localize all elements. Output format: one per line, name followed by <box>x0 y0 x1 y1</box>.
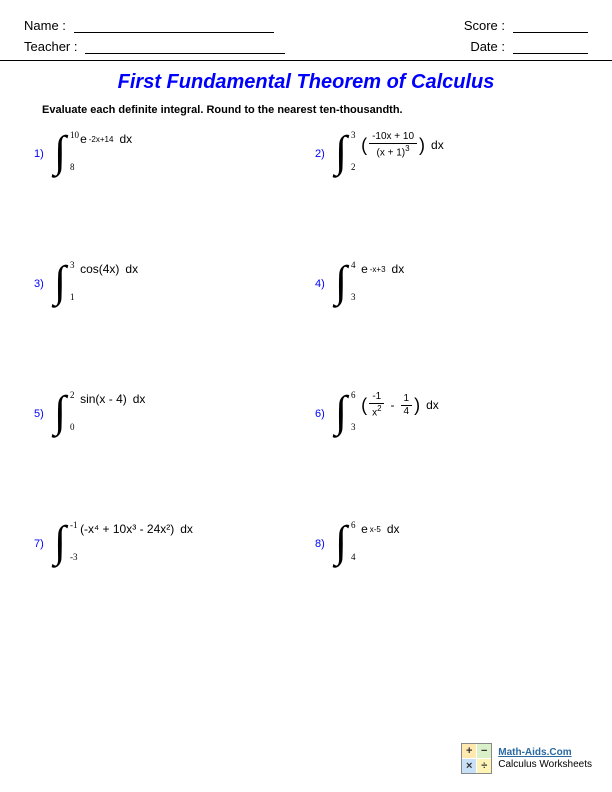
date-label: Date : <box>470 39 505 54</box>
problem-number: 6) <box>315 392 329 420</box>
problems-grid: 1) ∫ 10 8 e-2x+14 dx 2) ∫ 3 2 ( -10x + <box>34 132 588 652</box>
footer: + − × ÷ Math-Aids.Com Calculus Worksheet… <box>461 743 592 774</box>
integral-sign: ∫ 3 1 <box>54 262 66 302</box>
integrand: cos(4x) dx <box>80 262 138 276</box>
problem-number: 1) <box>34 132 48 160</box>
integrand: ( -1 x2 - 1 4 ) dx <box>361 392 439 418</box>
logo-icon: + − × ÷ <box>461 743 492 774</box>
integrand: ( -10x + 10 (x + 1)3 ) dx <box>361 132 444 158</box>
problem-number: 2) <box>315 132 329 160</box>
score-line <box>513 19 588 33</box>
problem-5: 5) ∫ 2 0 sin(x - 4) dx <box>34 392 307 522</box>
name-label: Name : <box>24 18 66 33</box>
problem-7: 7) ∫ -1 -3 (-x⁴ + 10x³ - 24x²) dx <box>34 522 307 652</box>
integral-sign: ∫ -1 -3 <box>54 522 66 562</box>
footer-subtitle: Calculus Worksheets <box>498 759 592 771</box>
problem-1: 1) ∫ 10 8 e-2x+14 dx <box>34 132 307 262</box>
integral-sign: ∫ 3 2 <box>335 132 347 172</box>
footer-site: Math-Aids.Com <box>498 747 592 759</box>
problem-number: 3) <box>34 262 48 290</box>
problem-8: 8) ∫ 6 4 ex-5 dx <box>315 522 588 652</box>
page-title: First Fundamental Theorem of Calculus <box>24 71 588 94</box>
integrand: ex-5 dx <box>361 522 400 536</box>
problem-number: 5) <box>34 392 48 420</box>
integral-sign: ∫ 10 8 <box>54 132 66 172</box>
instruction-text: Evaluate each definite integral. Round t… <box>42 104 588 116</box>
integral-sign: ∫ 6 3 <box>335 392 347 432</box>
integral-sign: ∫ 4 3 <box>335 262 347 302</box>
integrand: (-x⁴ + 10x³ - 24x²) dx <box>80 522 193 536</box>
divider <box>0 60 612 61</box>
teacher-line <box>85 40 285 54</box>
footer-text: Math-Aids.Com Calculus Worksheets <box>498 747 592 771</box>
problem-3: 3) ∫ 3 1 cos(4x) dx <box>34 262 307 392</box>
integrand: sin(x - 4) dx <box>80 392 145 406</box>
problem-number: 4) <box>315 262 329 290</box>
problem-4: 4) ∫ 4 3 e-x+3 dx <box>315 262 588 392</box>
score-label: Score : <box>464 18 505 33</box>
problem-2: 2) ∫ 3 2 ( -10x + 10 (x + 1)3 ) dx <box>315 132 588 262</box>
name-line <box>74 19 274 33</box>
problem-number: 8) <box>315 522 329 550</box>
problem-number: 7) <box>34 522 48 550</box>
integrand: e-x+3 dx <box>361 262 404 276</box>
date-line <box>513 40 588 54</box>
integrand: e-2x+14 dx <box>80 132 132 146</box>
integral-sign: ∫ 6 4 <box>335 522 347 562</box>
teacher-label: Teacher : <box>24 39 77 54</box>
problem-6: 6) ∫ 6 3 ( -1 x2 - 1 4 ) dx <box>315 392 588 522</box>
integral-sign: ∫ 2 0 <box>54 392 66 432</box>
